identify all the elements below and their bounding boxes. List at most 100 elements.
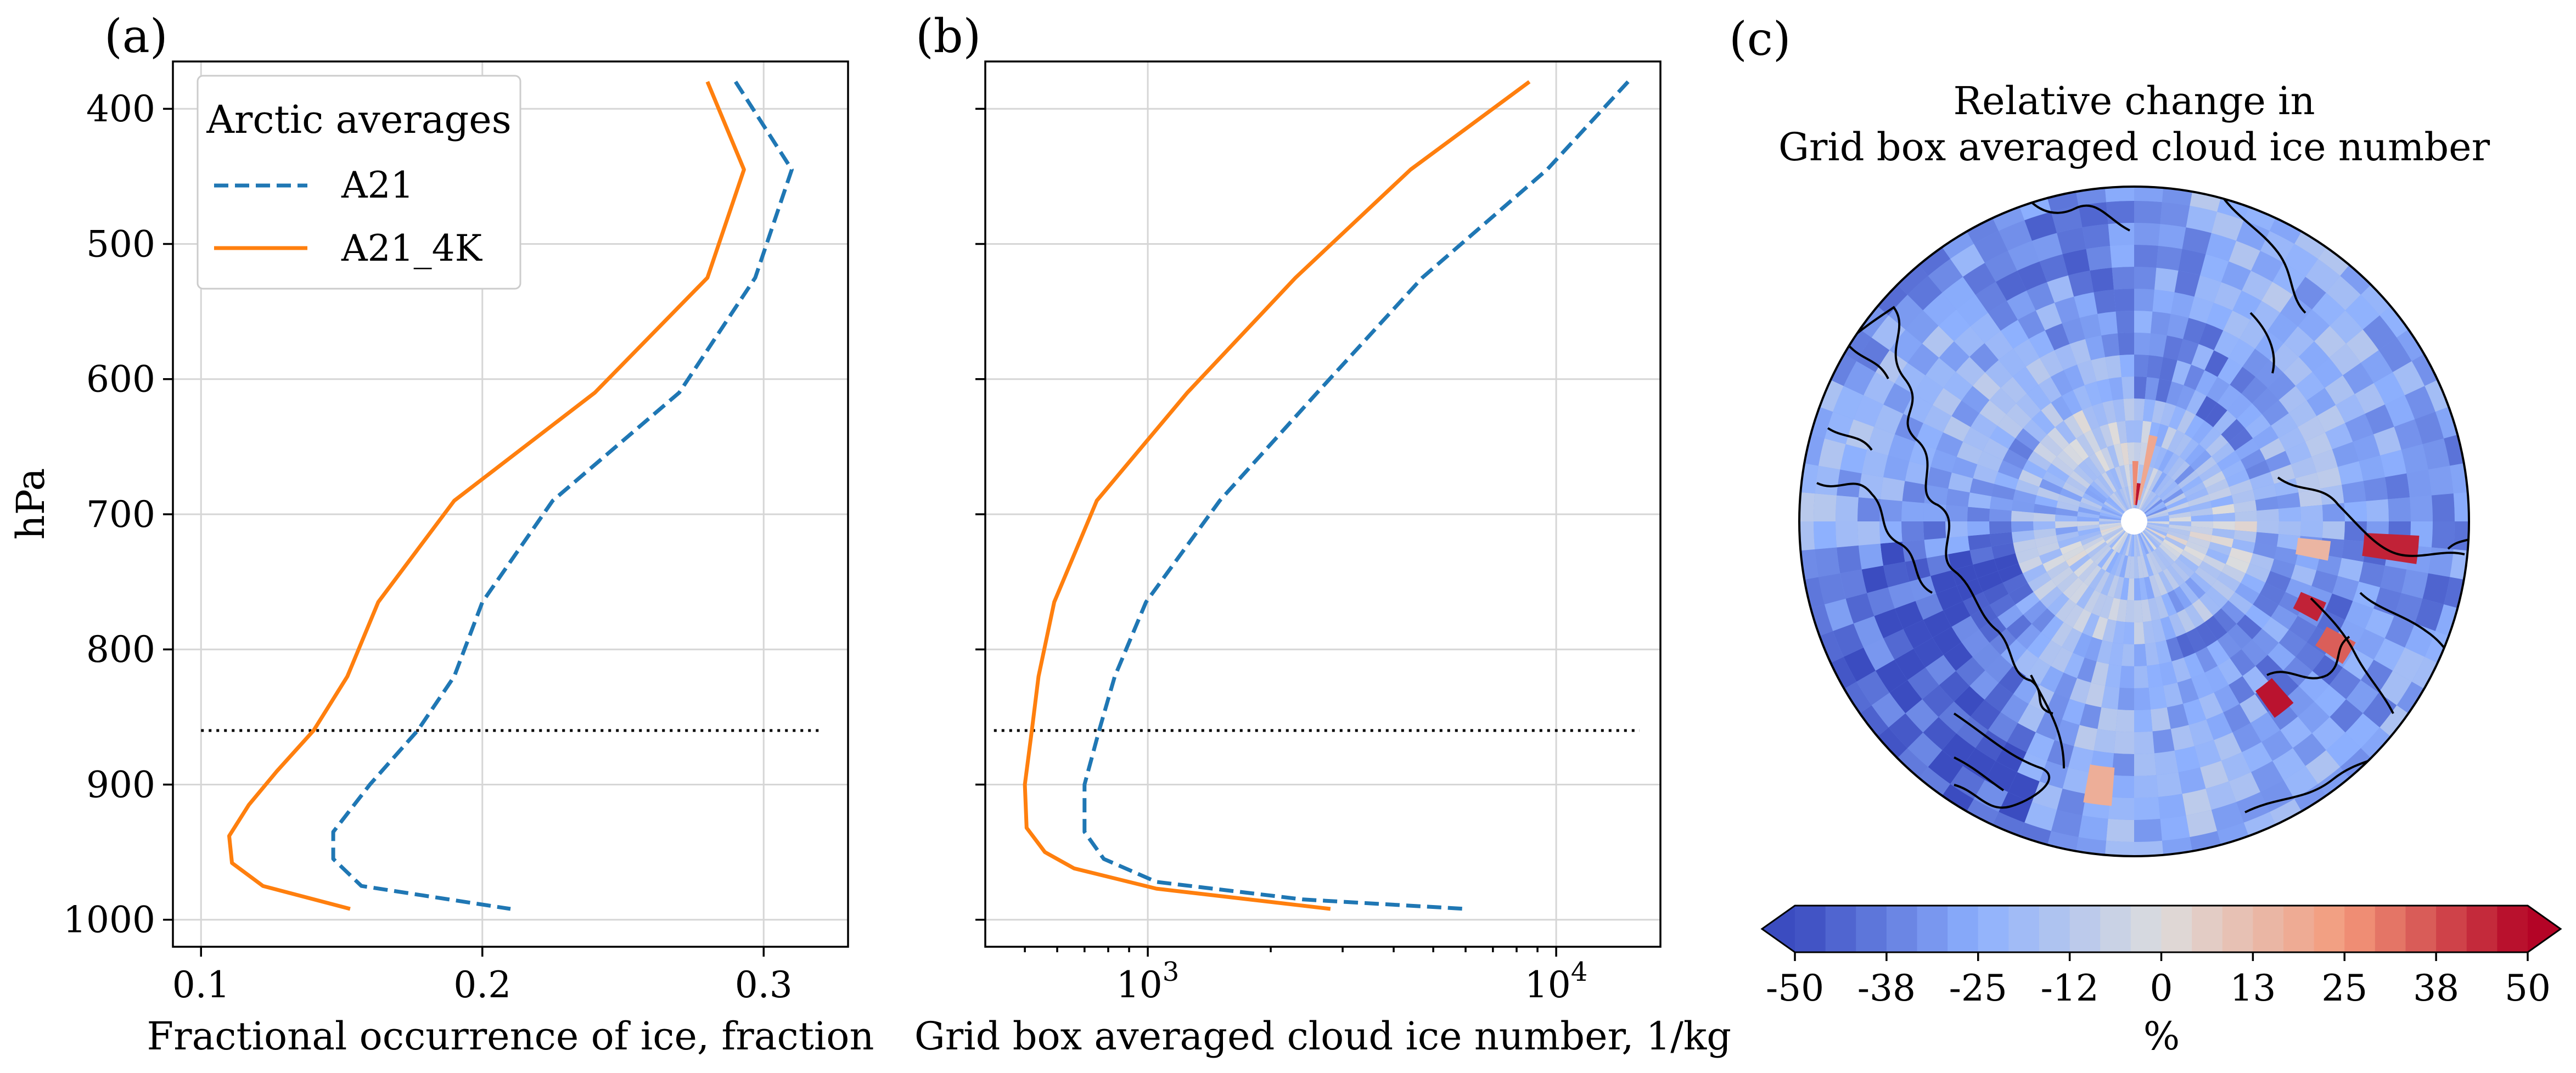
map-cell xyxy=(1818,438,1846,470)
map-cell xyxy=(1951,400,1980,427)
map-cell xyxy=(2137,464,2145,487)
map-cell xyxy=(2106,469,2119,491)
map-cell xyxy=(2033,442,2057,464)
panel-a-frame xyxy=(172,60,849,948)
map-cell xyxy=(2073,558,2094,577)
map-cell xyxy=(2141,420,2152,444)
map-cell xyxy=(1954,326,1985,357)
map-cell xyxy=(2026,732,2055,761)
map-cell xyxy=(2119,533,2130,555)
map-cell xyxy=(1905,310,1939,344)
map-cell xyxy=(2039,548,2063,564)
map-cell xyxy=(2099,521,2122,525)
map-cell xyxy=(2091,357,2109,381)
map-cell xyxy=(2104,187,2134,203)
map-cell xyxy=(1915,423,1943,450)
colorbar-extend-low xyxy=(1762,906,1795,952)
legend-entry-a21: A21 xyxy=(341,164,414,206)
map-cell xyxy=(2170,561,2190,582)
map-cell xyxy=(2174,746,2201,772)
panel-b-line-chart: (b) 103 104 Grid box averaged cloud ice n… xyxy=(914,9,1731,1059)
map-cell xyxy=(1939,341,1970,372)
map-cell xyxy=(2195,647,2218,673)
map-cell xyxy=(2344,521,2367,542)
map-cell xyxy=(1875,350,1908,383)
map-cell xyxy=(2171,658,2191,683)
map-cell xyxy=(2107,445,2120,468)
panel-a-series xyxy=(227,81,794,911)
map-cell xyxy=(2084,589,2101,613)
map-cell xyxy=(2163,335,2184,361)
legend-entry-a21-4k: A21_4K xyxy=(341,227,483,269)
map-cell xyxy=(2063,604,2084,628)
map-cell xyxy=(2293,733,2326,766)
map-cell xyxy=(2187,536,2211,549)
map-cell xyxy=(2113,621,2125,644)
map-cell xyxy=(2345,601,2374,630)
map-cell xyxy=(2125,420,2134,443)
map-cell xyxy=(2018,704,2045,733)
panel-b-letter: (b) xyxy=(916,9,981,63)
a-series-a21 xyxy=(331,81,794,911)
map-cell xyxy=(2211,802,2244,832)
panel-a-legend: Arctic averages A21 A21_4K xyxy=(197,75,521,290)
map-cell xyxy=(1954,686,1985,717)
map-cell xyxy=(2269,343,2299,373)
map-cell xyxy=(2431,521,2455,549)
map-cell xyxy=(1902,540,1927,562)
map-cell xyxy=(2230,367,2256,394)
map-cell xyxy=(2189,531,2212,542)
map-cell xyxy=(2249,471,2275,490)
map-cell xyxy=(2218,658,2243,685)
colorbar-cell xyxy=(2161,906,2192,952)
map-cell xyxy=(1874,608,1904,638)
map-cell xyxy=(1875,660,1908,693)
map-cell xyxy=(2192,598,2213,622)
map-cell xyxy=(1888,713,1923,748)
map-cell xyxy=(1985,250,2018,282)
map-cell xyxy=(1889,680,1922,714)
map-cell xyxy=(1836,521,1859,548)
map-cell xyxy=(1970,699,2001,731)
map-cell xyxy=(1977,451,2003,472)
map-cell xyxy=(2141,531,2157,550)
map-cell xyxy=(2040,586,2063,609)
colorbar-cell xyxy=(2039,906,2070,952)
map-cell xyxy=(2017,261,2047,291)
map-cell xyxy=(1990,496,2013,511)
map-cell xyxy=(2207,377,2230,403)
map-cell xyxy=(2129,556,2134,578)
map-cell xyxy=(2074,292,2098,318)
map-cell xyxy=(2057,227,2086,255)
map-cell xyxy=(2144,576,2155,599)
map-cell-warm xyxy=(2255,678,2294,718)
colorbar-cell xyxy=(1978,906,2010,952)
map-cell xyxy=(2384,473,2410,499)
map-cell xyxy=(2170,292,2195,318)
colorbar-tick-label: 50 xyxy=(2505,967,2551,1009)
map-cell xyxy=(2174,558,2195,577)
map-cell xyxy=(2076,586,2095,609)
map-cell xyxy=(1996,271,2027,301)
colorbar-cell xyxy=(2375,906,2406,952)
map-cell xyxy=(2027,384,2051,411)
map-cell xyxy=(2134,333,2151,356)
map-cell xyxy=(2051,456,2074,476)
map-cell xyxy=(2255,496,2278,511)
map-cell xyxy=(2104,840,2134,856)
map-cell xyxy=(1889,329,1922,363)
map-cell xyxy=(2325,593,2353,620)
map-cell xyxy=(2214,684,2240,713)
map-cell xyxy=(2205,434,2229,457)
map-cell xyxy=(2006,403,2032,429)
panel-b-ticks: 103 104 xyxy=(975,108,1587,1006)
map-cell xyxy=(2163,568,2180,590)
map-cell xyxy=(1990,532,2013,547)
map-cell xyxy=(2113,443,2124,467)
map-cell xyxy=(2038,377,2062,403)
map-cell xyxy=(2042,471,2066,488)
map-cell xyxy=(1969,343,1999,373)
map-cell xyxy=(2314,685,2347,717)
map-cell xyxy=(2137,556,2145,578)
map-cell xyxy=(2101,506,2123,517)
